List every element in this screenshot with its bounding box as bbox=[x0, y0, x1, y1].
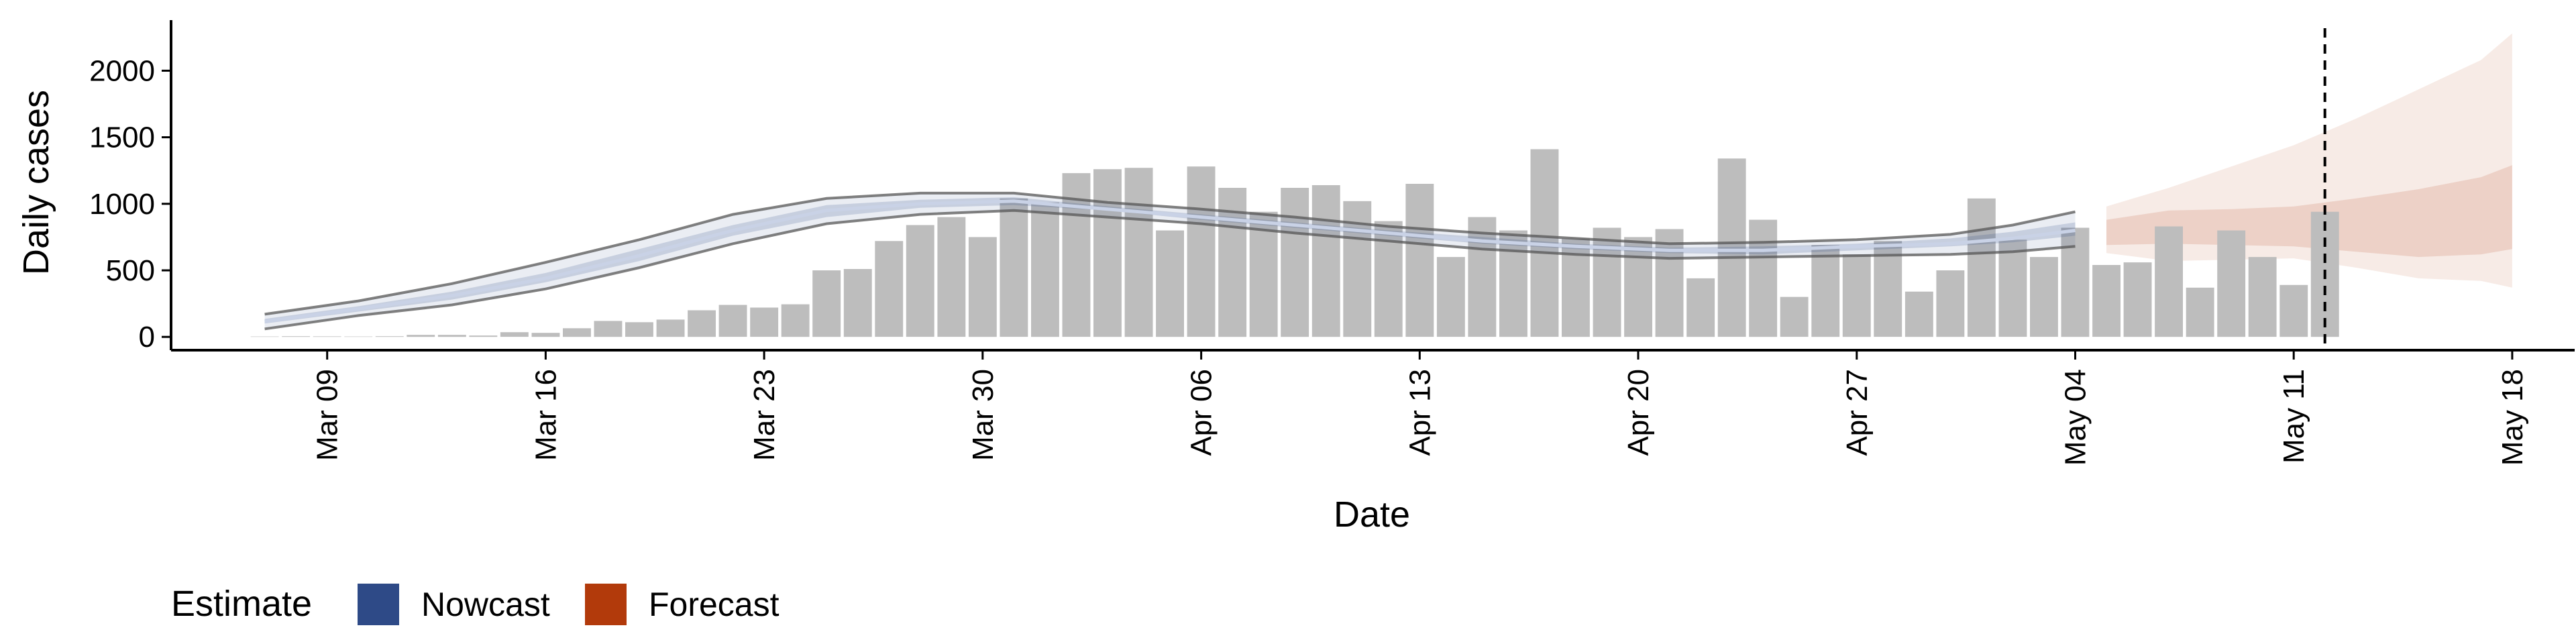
bar bbox=[2155, 226, 2183, 337]
bar bbox=[563, 328, 591, 337]
bar bbox=[1904, 291, 1933, 337]
x-ticks: Mar 09 Mar 16 Mar 23 Mar 30 Apr 06 Apr 13 Apr … bbox=[311, 350, 2529, 466]
x-tick-label: May 04 bbox=[2059, 369, 2092, 466]
bar bbox=[718, 305, 747, 337]
bar bbox=[1124, 168, 1153, 337]
bar bbox=[500, 332, 529, 337]
nowcast-layer bbox=[264, 191, 2076, 331]
legend: Estimate Nowcast Forecast bbox=[171, 584, 780, 625]
bar bbox=[1874, 241, 1902, 337]
bar bbox=[781, 304, 810, 337]
bar bbox=[2092, 265, 2121, 337]
bar bbox=[1468, 217, 1497, 337]
bar bbox=[469, 335, 498, 337]
x-tick-label: Apr 13 bbox=[1403, 369, 1436, 456]
bar bbox=[1187, 166, 1216, 337]
bar bbox=[1811, 245, 1840, 337]
bar bbox=[1000, 198, 1028, 337]
x-tick-label: May 11 bbox=[2277, 369, 2310, 464]
bar bbox=[812, 270, 841, 337]
bar bbox=[2248, 257, 2277, 337]
bar bbox=[1780, 297, 1809, 337]
bar bbox=[937, 217, 966, 337]
bar bbox=[906, 225, 934, 337]
bar bbox=[1093, 169, 1122, 337]
bar bbox=[1436, 257, 1465, 337]
bar bbox=[1281, 188, 1309, 337]
bar bbox=[437, 335, 466, 337]
bar bbox=[531, 333, 560, 337]
nowcast-upper-line bbox=[264, 191, 2076, 316]
y-tick-label: 0 bbox=[139, 321, 155, 354]
bar bbox=[407, 335, 435, 337]
x-tick-label: Mar 23 bbox=[748, 369, 781, 461]
y-tick-label: 1000 bbox=[89, 188, 155, 221]
bars-layer bbox=[250, 149, 2339, 337]
bar bbox=[594, 321, 623, 337]
bar bbox=[1031, 202, 1059, 337]
bar bbox=[1405, 184, 1434, 337]
bar bbox=[1249, 211, 1278, 337]
bar bbox=[1842, 254, 1871, 337]
legend-title: Estimate bbox=[171, 584, 312, 624]
bar bbox=[1749, 219, 1778, 337]
x-tick-label: Mar 30 bbox=[967, 369, 1000, 461]
y-tick-label: 1500 bbox=[89, 121, 155, 154]
x-tick-label: Apr 20 bbox=[1622, 369, 1655, 456]
bar bbox=[375, 336, 404, 337]
bar bbox=[2186, 287, 2214, 337]
bar bbox=[1717, 158, 1746, 337]
bar bbox=[1624, 237, 1652, 337]
x-tick-label: Mar 09 bbox=[311, 369, 344, 461]
y-tick-label: 500 bbox=[106, 254, 155, 287]
bar bbox=[1655, 229, 1684, 337]
forecast-layer bbox=[2106, 33, 2512, 288]
bar bbox=[2217, 230, 2246, 337]
bar bbox=[1686, 278, 1715, 337]
bar bbox=[1156, 230, 1184, 337]
x-axis-title: Date bbox=[1334, 494, 1410, 535]
bar bbox=[1499, 230, 1527, 337]
y-axis-title: Daily cases bbox=[16, 90, 56, 275]
bar bbox=[968, 237, 997, 337]
bar bbox=[843, 269, 872, 337]
bar bbox=[1998, 239, 2027, 337]
x-tick-label: Apr 27 bbox=[1841, 369, 1874, 456]
bar bbox=[2279, 284, 2308, 337]
bar bbox=[656, 319, 685, 337]
bar bbox=[2030, 257, 2058, 337]
legend-swatch-nowcast bbox=[358, 584, 399, 625]
bar bbox=[625, 322, 653, 337]
nowcast-lower-line bbox=[264, 209, 2076, 331]
x-tick-label: Mar 16 bbox=[529, 369, 562, 461]
legend-label-nowcast: Nowcast bbox=[421, 586, 550, 623]
x-tick-label: Apr 06 bbox=[1185, 369, 1218, 456]
nowcast-median-line bbox=[264, 199, 2076, 323]
x-tick-label: May 18 bbox=[2496, 369, 2529, 466]
bar bbox=[1967, 198, 1996, 337]
bar bbox=[688, 310, 716, 337]
forecast-outer-band bbox=[2106, 33, 2512, 288]
bar bbox=[1311, 185, 1340, 337]
legend-swatch-forecast bbox=[585, 584, 627, 625]
nowcast-outer-band bbox=[264, 193, 2076, 329]
bar bbox=[313, 336, 341, 337]
y-tick-label: 2000 bbox=[89, 54, 155, 87]
bar bbox=[282, 336, 311, 337]
forecast-inner-band bbox=[2106, 165, 2512, 258]
legend-label-forecast: Forecast bbox=[649, 586, 780, 623]
y-ticks: 0 500 1000 1500 2000 bbox=[89, 54, 171, 354]
bar bbox=[2123, 262, 2152, 337]
bar bbox=[875, 241, 904, 337]
bar bbox=[750, 307, 779, 337]
bar bbox=[1936, 270, 1965, 337]
